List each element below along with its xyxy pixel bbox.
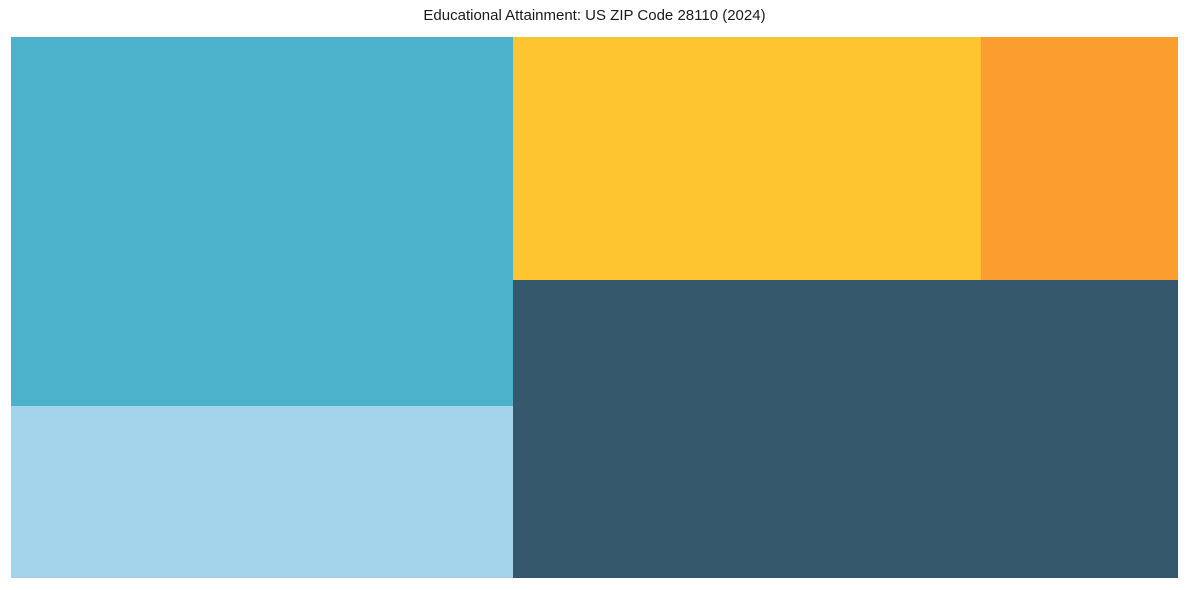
treemap-tile[interactable] [981,37,1178,280]
treemap-tile[interactable] [513,280,1178,578]
treemap-plot-area [11,37,1178,578]
chart-title: Educational Attainment: US ZIP Code 2811… [423,7,766,24]
treemap-tile[interactable] [11,406,513,578]
treemap-tile[interactable] [11,37,513,406]
treemap-tile[interactable] [513,37,981,280]
